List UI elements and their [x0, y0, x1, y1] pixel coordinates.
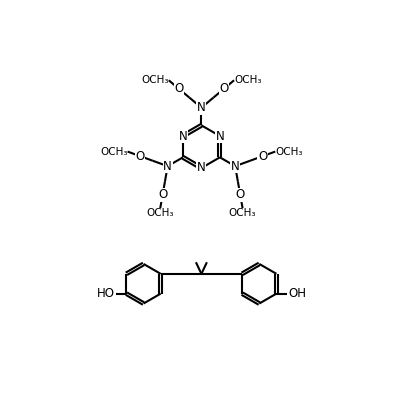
- Text: N: N: [197, 162, 206, 174]
- Text: N: N: [197, 101, 206, 114]
- Text: OCH₃: OCH₃: [141, 75, 169, 85]
- Text: O: O: [158, 188, 167, 201]
- Text: O: O: [236, 188, 245, 201]
- Text: OCH₃: OCH₃: [147, 208, 174, 218]
- Text: OCH₃: OCH₃: [234, 75, 262, 85]
- Text: O: O: [136, 150, 145, 163]
- Text: N: N: [178, 130, 187, 142]
- Text: OH: OH: [288, 287, 306, 300]
- Text: OCH₃: OCH₃: [100, 146, 128, 156]
- Text: N: N: [215, 130, 224, 142]
- Text: OCH₃: OCH₃: [275, 146, 303, 156]
- Text: N: N: [163, 160, 172, 173]
- Text: O: O: [174, 82, 184, 95]
- Text: HO: HO: [97, 287, 115, 300]
- Text: OCH₃: OCH₃: [229, 208, 256, 218]
- Text: O: O: [219, 82, 228, 95]
- Text: N: N: [231, 160, 240, 173]
- Text: O: O: [258, 150, 267, 163]
